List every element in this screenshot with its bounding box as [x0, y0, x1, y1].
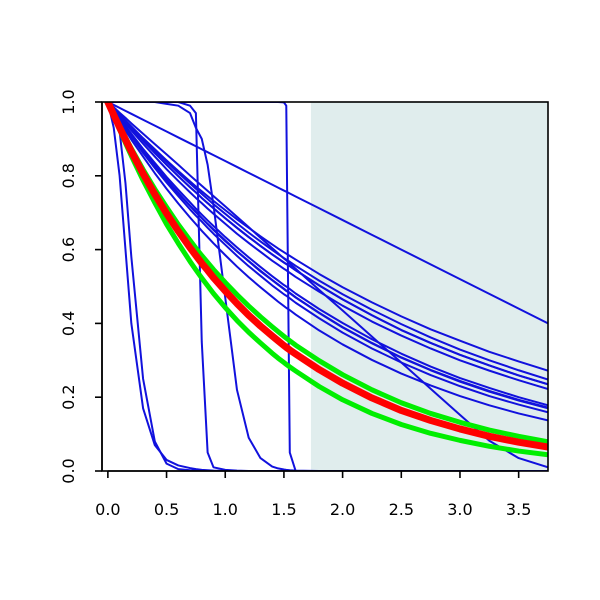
y-tick-label: 0.4 [59, 311, 78, 336]
series-line-2-blue [106, 102, 548, 471]
series-line-17-blue [106, 102, 548, 414]
series-line-1-blue [106, 102, 548, 471]
x-tick-label: 1.0 [213, 500, 238, 519]
shaded-region [310, 102, 548, 471]
series-layer [104, 102, 548, 471]
x-tick-label: 2.0 [330, 500, 355, 519]
series-line-4-blue [106, 102, 548, 471]
x-tick-label: 0.0 [95, 500, 120, 519]
y-tick-label: 0.8 [59, 163, 78, 188]
x-tick-label: 2.5 [389, 500, 414, 519]
series-line-19-green [105, 102, 548, 458]
y-axis: 0.0 0.2 0.4 0.6 0.8 1.0 [59, 89, 103, 484]
series-line-6-blue [106, 102, 548, 325]
x-tick-label: 1.5 [271, 500, 296, 519]
x-tick-label: 3.5 [506, 500, 531, 519]
series-line-16-blue [106, 102, 548, 422]
y-tick-label: 0.2 [59, 384, 78, 409]
series-line-11-blue [106, 102, 548, 407]
y-tick-label: 0.6 [59, 237, 78, 262]
x-tick-label: 3.0 [447, 500, 472, 519]
y-tick-label: 0.0 [59, 458, 78, 483]
series-line-10-blue [106, 102, 548, 372]
series-line-20-red [104, 102, 548, 451]
series-line-14-blue [106, 102, 548, 386]
y-tick-label: 1.0 [59, 89, 78, 114]
series-line-12-blue [106, 102, 548, 391]
x-tick-label: 0.5 [154, 500, 179, 519]
x-axis: 0.0 0.5 1.0 1.5 2.0 2.5 3.0 3.5 [95, 470, 531, 519]
